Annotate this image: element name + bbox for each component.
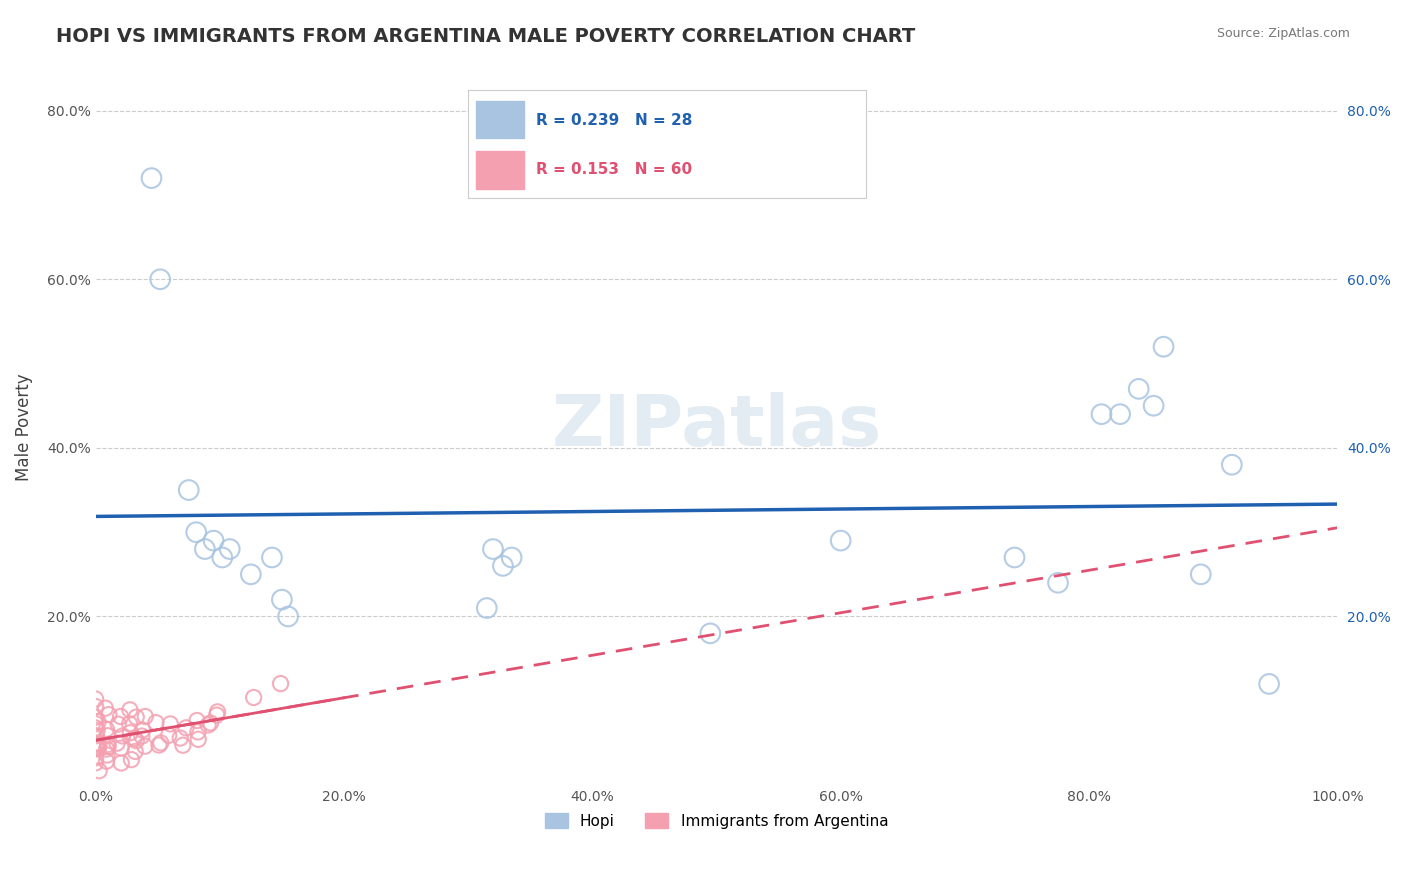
Point [122,731,145,746]
Point [1258,677,1281,691]
Point [89,764,111,778]
Point [84,699,107,714]
Point [174,721,197,735]
Point [141,171,163,186]
Point [197,718,219,732]
Point [84,721,107,735]
Point [169,731,191,745]
Point [125,733,148,747]
Point [131,729,153,743]
Point [86,723,108,738]
Point [131,723,153,737]
Point [492,558,515,573]
Point [1090,407,1112,421]
Point [86,729,108,743]
Point [239,567,262,582]
Point [186,525,208,540]
Point [830,533,852,548]
Text: ZIPatlas: ZIPatlas [551,392,882,461]
Point [159,717,181,731]
Point [260,550,283,565]
Point [134,709,156,723]
Point [211,550,233,565]
Point [218,542,240,557]
Point [84,692,107,706]
Point [1220,458,1243,472]
Point [110,741,132,756]
Point [97,739,120,754]
Point [207,705,229,719]
Point [186,714,208,728]
Point [96,729,118,743]
Point [96,723,118,737]
Point [194,542,217,557]
Point [124,744,146,758]
Point [270,592,292,607]
Point [84,756,107,770]
Point [242,690,264,705]
Legend: Hopi, Immigrants from Argentina: Hopi, Immigrants from Argentina [538,806,894,835]
Point [120,725,142,739]
Point [177,483,200,497]
Point [86,739,108,754]
Point [134,739,156,754]
Point [86,741,108,756]
Point [87,714,110,729]
Point [1109,407,1132,421]
Point [118,703,141,717]
Point [84,751,107,765]
Point [202,533,225,548]
Point [475,601,498,615]
Point [94,701,117,715]
Point [97,707,120,722]
Point [187,725,209,739]
Point [87,738,110,752]
Point [1189,567,1212,582]
Point [96,754,118,768]
Text: Source: ZipAtlas.com: Source: ZipAtlas.com [1216,27,1350,40]
Point [200,715,222,730]
Point [1153,340,1175,354]
Point [111,729,134,743]
Point [84,710,107,724]
Text: HOPI VS IMMIGRANTS FROM ARGENTINA MALE POVERTY CORRELATION CHART: HOPI VS IMMIGRANTS FROM ARGENTINA MALE P… [56,27,915,45]
Point [172,738,194,752]
Point [1142,399,1164,413]
Point [105,736,128,750]
Point [84,737,107,751]
Point [125,710,148,724]
Point [699,626,721,640]
Point [107,717,129,731]
Point [277,609,299,624]
Point [187,732,209,747]
Point [118,717,141,731]
Point [87,741,110,756]
Point [145,715,167,730]
Point [84,716,107,731]
Point [482,542,505,557]
Y-axis label: Male Poverty: Male Poverty [15,373,32,481]
Point [157,728,180,742]
Point [501,550,523,565]
Point [1046,575,1069,590]
Point [1004,550,1026,565]
Point [96,747,118,762]
Point [1128,382,1150,396]
Point [149,272,172,286]
Point [120,753,142,767]
Point [270,676,292,690]
Point [96,742,118,756]
Point [97,738,120,752]
Point [110,709,132,723]
Point [205,708,228,723]
Point [148,738,170,752]
Point [149,736,172,750]
Point [110,756,132,770]
